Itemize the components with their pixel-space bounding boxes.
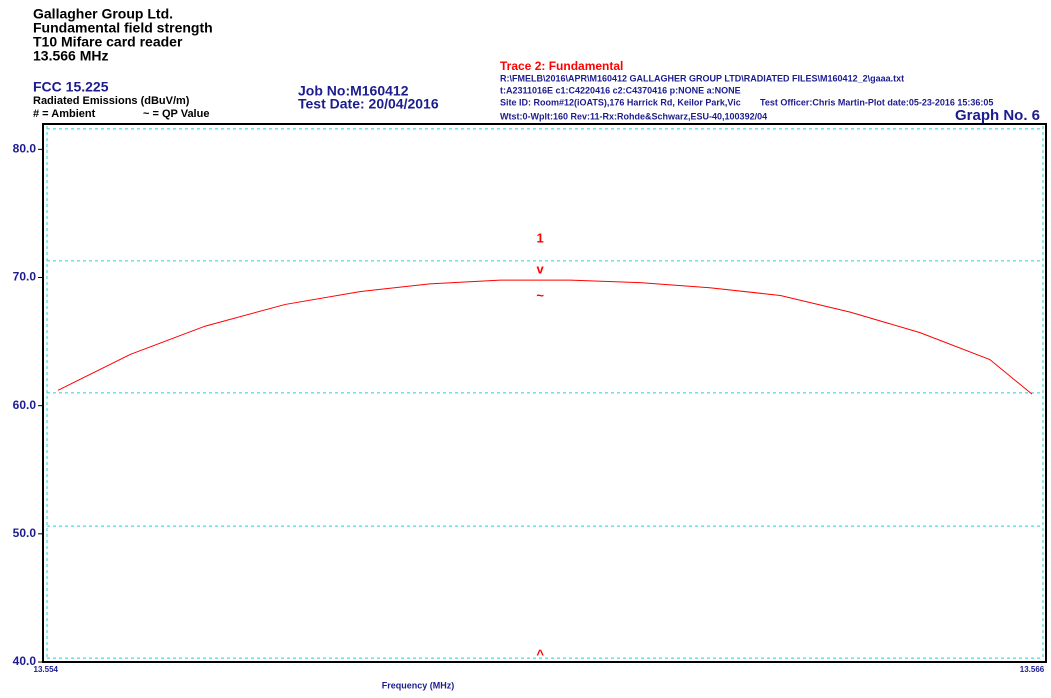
job-number: Job No:M160412 xyxy=(298,83,409,99)
y-tick-label: 60.0 xyxy=(13,398,37,412)
x-tick-label: 13.554 xyxy=(34,665,59,674)
frequency: 13.566 MHz xyxy=(33,48,108,64)
legend-ambient: # = Ambient xyxy=(33,108,96,120)
receiver: Wtst:0-Wplt:160 Rev:11-Rx:Rohde&Schwarz,… xyxy=(500,111,767,121)
test-date: Test Date: 20/04/2016 xyxy=(298,96,439,112)
officer: Test Officer:Chris Martin-Plot date:05-2… xyxy=(760,97,993,107)
y-tick-label: 80.0 xyxy=(13,142,37,156)
trace-name: Trace 2: Fundamental xyxy=(500,59,623,73)
company: Gallagher Group Ltd. xyxy=(33,6,173,22)
y-tick-label: 70.0 xyxy=(13,270,37,284)
file-path: R:\FMELB\2016\APR\M160412 GALLAGHER GROU… xyxy=(500,73,904,83)
trace-line xyxy=(57,279,1033,395)
x-axis-label: Frequency (MHz) xyxy=(382,680,455,690)
graph-number: Graph No. 6 xyxy=(955,107,1040,124)
marker: ^ xyxy=(536,647,544,662)
x-tick-label: 13.566 xyxy=(1020,665,1045,674)
site-id: Site ID: Room#12(iOATS),176 Harrick Rd, … xyxy=(500,97,741,107)
marker: 1 xyxy=(537,231,544,246)
product: T10 Mifare card reader xyxy=(33,34,183,50)
y-tick-label: 50.0 xyxy=(13,526,37,540)
marker: v xyxy=(537,261,545,276)
plot-frame xyxy=(42,123,1047,663)
test-name: Fundamental field strength xyxy=(33,20,213,36)
config: t:A2311016E c1:C4220416 c2:C4370416 p:NO… xyxy=(500,85,741,95)
units: Radiated Emissions (dBuV/m) xyxy=(33,95,190,107)
legend-qp: ~ = QP Value xyxy=(143,108,209,120)
y-tick-label: 40.0 xyxy=(13,654,37,668)
standard: FCC 15.225 xyxy=(33,79,109,95)
marker: ~ xyxy=(536,288,544,303)
